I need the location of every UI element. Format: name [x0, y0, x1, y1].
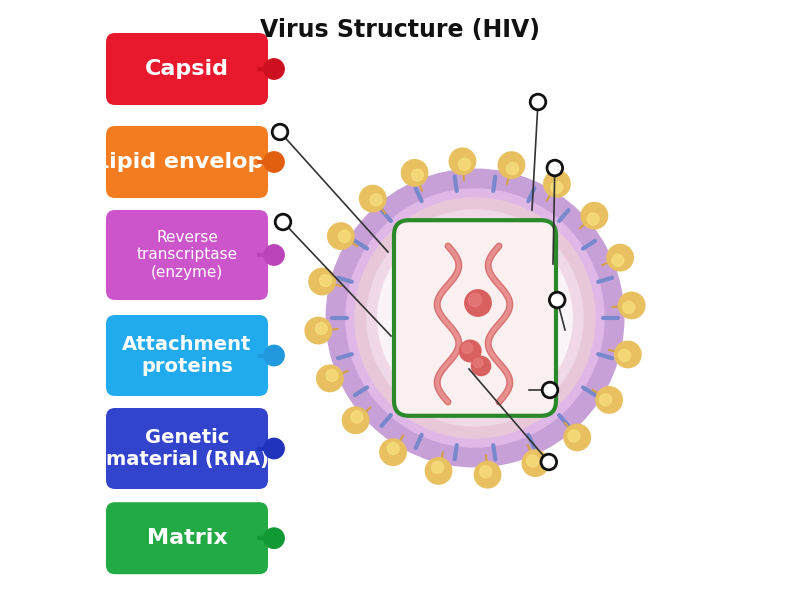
Circle shape [358, 201, 592, 435]
Circle shape [264, 528, 284, 548]
Circle shape [346, 189, 604, 447]
Text: Lipid envelope: Lipid envelope [95, 152, 278, 172]
Circle shape [465, 290, 491, 316]
Circle shape [596, 387, 622, 413]
Circle shape [272, 124, 288, 140]
Circle shape [315, 323, 327, 335]
Circle shape [612, 254, 624, 266]
FancyBboxPatch shape [394, 220, 556, 416]
Circle shape [309, 268, 335, 295]
Circle shape [506, 163, 518, 175]
Circle shape [587, 213, 599, 225]
Circle shape [462, 343, 473, 353]
Circle shape [458, 158, 470, 170]
Circle shape [275, 214, 291, 230]
Circle shape [326, 169, 624, 467]
Circle shape [380, 439, 406, 466]
Circle shape [469, 293, 482, 307]
Circle shape [614, 341, 641, 368]
Text: Capsid: Capsid [145, 59, 229, 79]
Circle shape [359, 185, 386, 212]
Circle shape [338, 230, 350, 242]
Circle shape [607, 244, 634, 271]
FancyBboxPatch shape [106, 126, 268, 198]
Circle shape [328, 223, 354, 249]
Circle shape [618, 292, 645, 319]
Circle shape [264, 438, 284, 458]
Circle shape [550, 181, 562, 193]
Circle shape [342, 407, 369, 433]
Circle shape [355, 198, 595, 438]
FancyBboxPatch shape [106, 210, 268, 300]
Circle shape [431, 461, 443, 473]
Text: Genetic
material (RNA): Genetic material (RNA) [106, 428, 269, 469]
Circle shape [305, 317, 331, 344]
Circle shape [542, 382, 558, 398]
Circle shape [319, 275, 331, 287]
Circle shape [358, 201, 592, 435]
Circle shape [471, 356, 490, 376]
Text: Matrix: Matrix [146, 528, 227, 548]
Circle shape [370, 213, 580, 423]
Text: Reverse
transcriptase
(enzyme): Reverse transcriptase (enzyme) [137, 230, 238, 280]
Circle shape [544, 170, 570, 197]
Circle shape [550, 292, 565, 308]
Circle shape [522, 450, 549, 476]
Circle shape [599, 394, 611, 406]
Circle shape [498, 152, 525, 178]
Circle shape [547, 160, 562, 176]
FancyBboxPatch shape [106, 502, 268, 574]
FancyBboxPatch shape [106, 33, 268, 105]
Circle shape [459, 340, 481, 362]
Circle shape [382, 225, 568, 411]
Circle shape [474, 461, 501, 488]
FancyBboxPatch shape [106, 408, 268, 489]
Circle shape [367, 210, 583, 426]
Circle shape [564, 424, 590, 451]
Circle shape [568, 430, 580, 442]
Circle shape [541, 454, 557, 470]
Circle shape [450, 148, 476, 175]
Text: Attachment
proteins: Attachment proteins [122, 335, 252, 376]
Circle shape [387, 443, 399, 455]
Circle shape [474, 358, 483, 368]
Circle shape [378, 221, 572, 415]
Circle shape [328, 171, 622, 465]
FancyBboxPatch shape [106, 315, 268, 396]
Circle shape [264, 346, 284, 366]
Circle shape [526, 455, 538, 467]
Circle shape [479, 466, 491, 478]
Circle shape [370, 194, 382, 206]
Circle shape [530, 94, 546, 110]
Circle shape [622, 301, 634, 313]
Text: Virus Structure (HIV): Virus Structure (HIV) [260, 18, 540, 42]
Circle shape [402, 160, 428, 186]
Circle shape [581, 203, 607, 229]
Circle shape [426, 458, 452, 484]
Circle shape [618, 349, 630, 361]
Circle shape [326, 370, 338, 382]
Circle shape [264, 152, 284, 172]
Circle shape [351, 411, 363, 423]
Circle shape [317, 365, 343, 392]
Circle shape [264, 59, 284, 79]
Circle shape [264, 245, 284, 265]
Circle shape [411, 169, 423, 181]
